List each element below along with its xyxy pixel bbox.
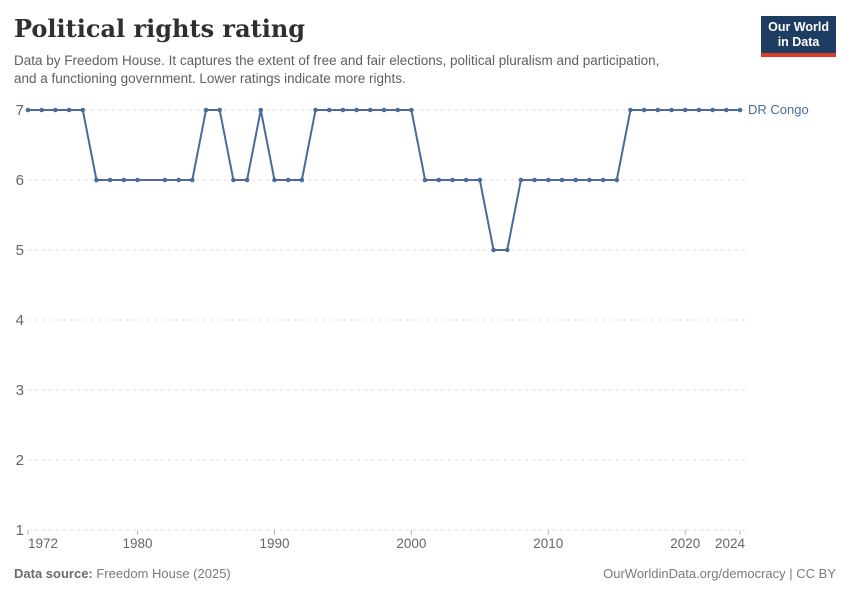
x-tick-label: 1972 [28,536,58,551]
data-point[interactable] [354,107,359,113]
data-point[interactable] [463,177,469,183]
y-tick-label: 4 [16,312,24,329]
data-point[interactable] [368,107,373,113]
data-point[interactable] [258,107,264,113]
data-source-label: Data source: [14,566,93,581]
owid-logo[interactable]: Our World in Data [761,16,836,57]
data-point[interactable] [53,107,58,113]
data-point[interactable] [190,177,195,183]
x-tick-label: 2000 [396,536,426,551]
data-point[interactable] [573,177,578,183]
data-point[interactable] [107,177,113,183]
x-tick-label: 1990 [259,536,289,551]
data-point[interactable] [66,107,72,113]
owid-logo-line-2: in Data [777,35,820,49]
x-tick-label: 1980 [123,536,153,551]
data-point[interactable] [121,177,127,183]
data-point[interactable] [682,107,688,113]
subtitle-line-1: Data by Freedom House. It captures the e… [14,53,660,68]
y-tick-label: 1 [16,522,24,539]
data-point[interactable] [655,107,661,113]
data-point[interactable] [587,177,592,183]
data-point[interactable] [436,177,442,183]
data-point[interactable] [710,107,715,113]
data-point[interactable] [422,177,428,183]
data-point[interactable] [600,177,606,183]
series-line[interactable] [28,109,740,251]
data-point[interactable] [641,107,647,113]
data-source-value: Freedom House (2025) [92,566,231,581]
data-point[interactable] [176,177,181,183]
chart-subtitle: Data by Freedom House. It captures the e… [14,52,754,87]
data-point[interactable] [25,107,31,113]
data-point[interactable] [381,107,387,113]
data-point[interactable] [80,107,86,113]
data-point[interactable] [203,107,209,113]
y-tick-label: 3 [16,382,24,399]
data-point[interactable] [737,107,743,113]
data-point[interactable] [313,107,318,113]
data-point[interactable] [135,177,140,183]
chart-footer: Data source: Freedom House (2025) OurWor… [14,566,836,581]
data-point[interactable] [340,107,346,113]
data-point[interactable] [162,177,168,183]
page-title: Political rights rating [14,14,306,43]
data-point[interactable] [559,177,565,183]
data-point[interactable] [518,177,524,183]
owid-logo-line-1: Our World [768,20,829,34]
chart-header: Political rights rating Data by Freedom … [14,14,754,87]
data-point[interactable] [244,177,250,183]
data-point[interactable] [504,247,510,253]
data-point[interactable] [231,177,236,183]
data-point[interactable] [546,177,551,183]
data-point[interactable] [272,177,277,183]
x-tick-label: 2020 [670,536,700,551]
attribution-link[interactable]: OurWorldinData.org/democracy | CC BY [603,566,836,581]
data-point[interactable] [532,177,537,183]
data-point[interactable] [614,177,620,183]
data-point[interactable] [628,107,633,113]
x-tick-label: 2024 [715,536,746,551]
series-label[interactable]: DR Congo [748,102,809,117]
data-point[interactable] [491,247,496,253]
data-point[interactable] [696,107,702,113]
data-point[interactable] [39,107,44,113]
data-point[interactable] [285,177,291,183]
data-point[interactable] [217,107,222,113]
data-point[interactable] [326,107,332,113]
y-tick-label: 5 [16,242,24,259]
data-point[interactable] [395,107,400,113]
y-tick-label: 6 [16,172,24,189]
data-point[interactable] [409,107,414,113]
data-point[interactable] [669,107,674,113]
y-tick-label: 2 [16,452,24,469]
data-point[interactable] [299,177,305,183]
subtitle-line-2: and a functioning government. Lower rati… [14,70,406,86]
data-source-note: Data source: Freedom House (2025) [14,566,231,581]
data-point[interactable] [450,177,455,183]
x-tick-label: 2010 [533,536,563,551]
y-tick-label: 7 [16,102,24,119]
data-point[interactable] [724,107,729,113]
data-point[interactable] [94,177,99,183]
data-point[interactable] [477,177,483,183]
